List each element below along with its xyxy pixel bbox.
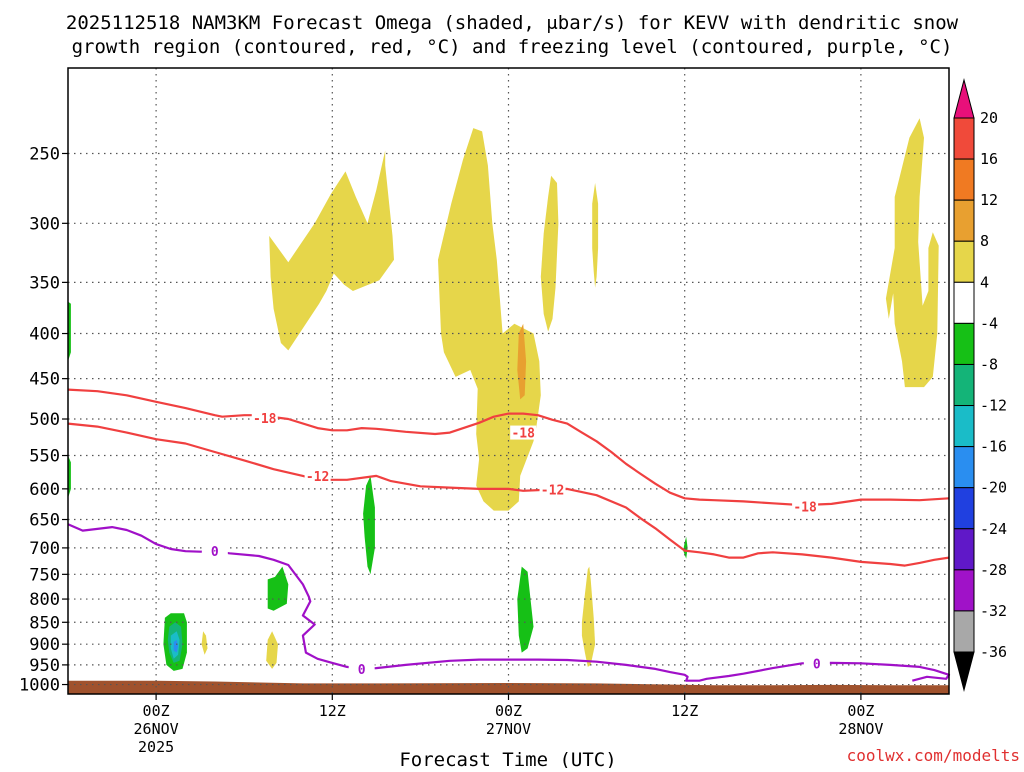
omega-region-2 xyxy=(438,128,541,511)
chart-title-line1: 2025112518 NAM3KM Forecast Omega (shaded… xyxy=(66,12,959,34)
contour-label-0: 0 xyxy=(211,545,219,560)
colorbar-label: -4 xyxy=(980,314,998,332)
omega-region-1 xyxy=(269,150,394,351)
y-tick-label-350: 350 xyxy=(29,273,60,293)
contour-label--18: -18 xyxy=(511,427,535,442)
omega-region-8 xyxy=(201,631,208,655)
x-tick-label: 00Z xyxy=(495,702,522,720)
colorbar-box xyxy=(953,569,975,612)
y-tick-label-650: 650 xyxy=(29,511,60,531)
colorbar-label: -32 xyxy=(980,602,1007,620)
y-tick-label-550: 550 xyxy=(29,447,60,467)
y-axis-ticks: 2503003504004505005506006507007508008509… xyxy=(19,144,68,696)
contour-label-bg xyxy=(304,468,331,483)
omega-region-15 xyxy=(683,536,688,559)
contour-label-bg xyxy=(251,411,278,426)
x-tick-label: 12Z xyxy=(319,702,346,720)
colorbar-label: -12 xyxy=(980,397,1007,415)
colorbar-box xyxy=(953,322,975,365)
x-tick-label: 28NOV xyxy=(838,720,883,738)
colorbar-box xyxy=(953,528,975,571)
contours: -18 -18 -18 -12 -12 0 0 0 xyxy=(67,388,951,682)
omega-region-7 xyxy=(266,631,278,669)
y-tick-label-300: 300 xyxy=(29,214,60,234)
colorbar-label: -28 xyxy=(980,561,1007,579)
contour-label-bg xyxy=(510,425,537,440)
x-tick-label: 27NOV xyxy=(486,720,531,738)
colorbar-label: -20 xyxy=(980,479,1007,497)
colorbar-label: 16 xyxy=(980,150,998,168)
chart-title-line2: growth region (contoured, red, °C) and f… xyxy=(72,36,953,58)
contour-label--12: -12 xyxy=(541,483,564,498)
x-tick-label: 2025 xyxy=(138,738,174,756)
contour-label-bg xyxy=(201,544,228,559)
y-tick-label-1000: 1000 xyxy=(19,676,60,696)
omega-region-9 xyxy=(517,323,527,400)
contour-label-bg xyxy=(792,499,819,514)
y-tick-label-500: 500 xyxy=(29,410,60,430)
colorbar-label: -8 xyxy=(980,355,998,373)
y-tick-label-700: 700 xyxy=(29,539,60,559)
omega-region-10 xyxy=(363,475,375,575)
grid-lines xyxy=(68,68,949,694)
contour--18-1 xyxy=(67,388,950,507)
colorbar-label: -24 xyxy=(980,520,1007,538)
omega-region-12 xyxy=(517,566,534,653)
colorbar-box xyxy=(953,240,975,283)
colorbar-box xyxy=(953,199,975,242)
contour-label--18: -18 xyxy=(253,412,277,427)
colorbar-label: -16 xyxy=(980,438,1007,456)
colorbar-box xyxy=(953,117,975,160)
colorbar: 20 16 12 8 4 -4 -8 -12 -16 -20 -24 -28 -32 -36 xyxy=(953,78,1007,692)
y-tick-label-600: 600 xyxy=(29,480,60,500)
colorbar-bottom-triangle xyxy=(953,651,975,692)
colorbar-label: -36 xyxy=(980,643,1007,661)
colorbar-box xyxy=(953,446,975,489)
colorbar-box xyxy=(953,363,975,407)
omega-region-6 xyxy=(581,566,596,667)
colorbar-box xyxy=(953,487,975,530)
colorbar-label: 4 xyxy=(980,273,989,291)
x-tick-label: 00Z xyxy=(847,702,874,720)
contour-label-0: 0 xyxy=(358,663,366,678)
contour-label-bg xyxy=(348,661,375,676)
colorbar-box xyxy=(953,281,975,324)
colorbar-label: 8 xyxy=(980,232,989,250)
y-tick-label-450: 450 xyxy=(29,370,60,390)
omega-region-3 xyxy=(540,175,559,332)
y-tick-label-750: 750 xyxy=(29,565,60,585)
contour-label-bg xyxy=(539,482,566,497)
omega-region-11 xyxy=(267,566,289,611)
omega-region-5 xyxy=(885,118,939,388)
omega-region-4 xyxy=(592,183,599,288)
x-tick-label: 00Z xyxy=(143,702,170,720)
credit-link[interactable]: coolwx.com/modelts xyxy=(847,746,1020,765)
colorbar-label: 20 xyxy=(980,109,998,127)
contour-label-bg xyxy=(803,656,830,671)
contour-label--12: -12 xyxy=(306,470,329,485)
contour-label-0: 0 xyxy=(813,657,821,672)
x-tick-label: 26NOV xyxy=(134,720,179,738)
colorbar-box xyxy=(953,610,975,653)
contour--12-2 xyxy=(67,422,950,567)
colorbar-label: 12 xyxy=(980,191,998,209)
x-axis-label: Forecast Time (UTC) xyxy=(399,749,616,768)
y-tick-label-400: 400 xyxy=(29,325,60,345)
y-tick-label-950: 950 xyxy=(29,656,60,676)
colorbar-box xyxy=(953,158,975,201)
omega-region-19 xyxy=(173,639,179,653)
y-tick-label-900: 900 xyxy=(29,635,60,655)
x-tick-label: 12Z xyxy=(671,702,698,720)
colorbar-box xyxy=(953,405,975,448)
contour-label--18: -18 xyxy=(793,500,817,515)
y-tick-label-850: 850 xyxy=(29,613,60,633)
y-tick-label-250: 250 xyxy=(29,144,60,164)
y-tick-label-800: 800 xyxy=(29,590,60,610)
colorbar-top-triangle xyxy=(953,78,975,119)
